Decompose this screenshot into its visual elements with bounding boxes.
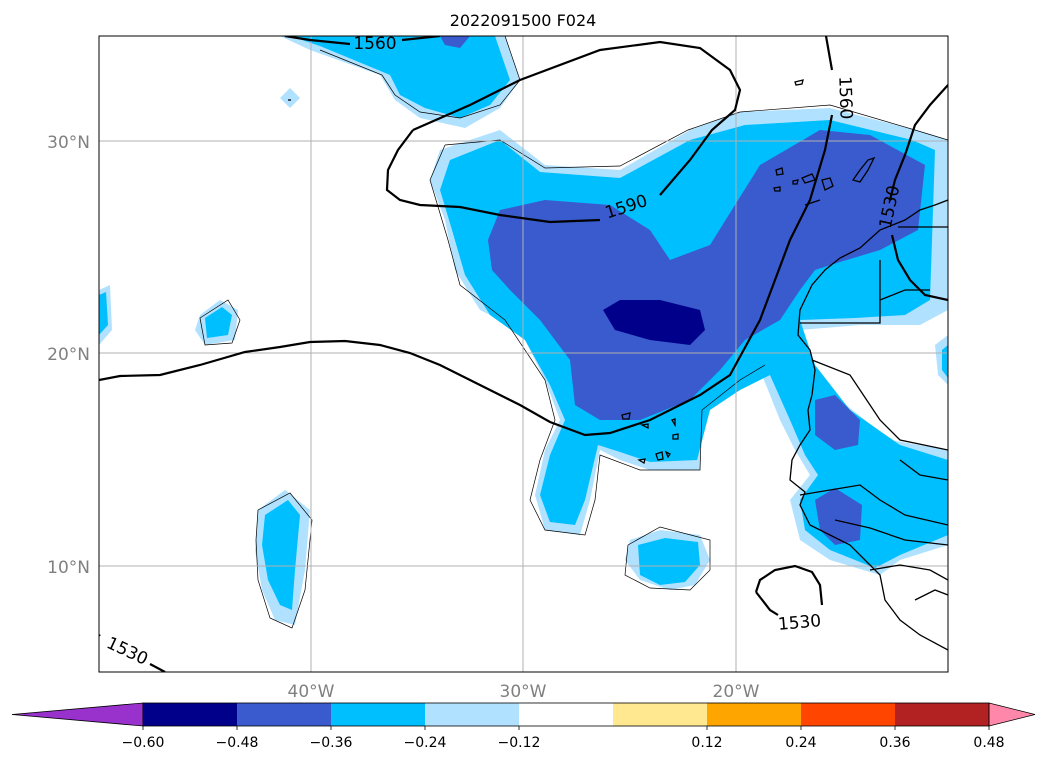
colorbar-bin bbox=[425, 703, 520, 726]
longitude-axis: 40°W 30°W 20°W bbox=[288, 682, 760, 702]
height-contours bbox=[99, 36, 948, 672]
colorbar-tick-label: −0.60 bbox=[122, 735, 165, 751]
colorbar-bin bbox=[707, 703, 802, 726]
contour-label-1530-bottom: 1530 bbox=[777, 611, 822, 635]
colorbar-tick-label: 0.24 bbox=[785, 735, 816, 751]
colorbar-bin bbox=[331, 703, 426, 726]
contour-label-1560-top: 1560 bbox=[353, 34, 396, 54]
shading-outlines bbox=[199, 36, 948, 629]
map-panel bbox=[99, 36, 948, 672]
colorbar-extend-over bbox=[988, 702, 1036, 727]
lat-tick-10n: 10°N bbox=[47, 558, 90, 578]
lon-tick-20w: 20°W bbox=[713, 682, 760, 702]
lon-tick-30w: 30°W bbox=[500, 682, 547, 702]
lon-tick-40w: 40°W bbox=[288, 682, 335, 702]
colorbar-extend-under bbox=[11, 702, 144, 727]
colorbar-bin bbox=[801, 703, 896, 726]
colorbar-tick-label: 0.12 bbox=[691, 735, 722, 751]
colorbar-tick-label: −0.12 bbox=[498, 735, 541, 751]
colorbar-tick-label: −0.36 bbox=[310, 735, 353, 751]
colorbar-bin bbox=[143, 703, 238, 726]
colorbar-bin bbox=[519, 703, 614, 726]
colorbar-frame bbox=[142, 702, 990, 727]
contour-label-1560-right: 1560 bbox=[834, 76, 855, 120]
shading-royal-blue bbox=[440, 36, 925, 545]
colorbar-tick-label: −0.24 bbox=[404, 735, 447, 751]
colorbar-tick-label: 0.36 bbox=[879, 735, 910, 751]
colorbar: −0.60 −0.48 −0.36 −0.24 −0.12 0.12 0.24 0.36 0.4… bbox=[11, 702, 1036, 751]
colorbar-tick-label: −0.48 bbox=[216, 735, 259, 751]
colorbar-tick-label: 0.48 bbox=[973, 735, 1004, 751]
colorbar-bin bbox=[237, 703, 332, 726]
figure-title: 2022091500 F024 bbox=[450, 11, 597, 30]
lat-tick-20n: 20°N bbox=[47, 345, 90, 365]
coastlines bbox=[288, 79, 948, 651]
shading-dark-blue bbox=[603, 300, 705, 345]
lat-tick-30n: 30°N bbox=[47, 133, 90, 153]
map-frame bbox=[98, 35, 949, 673]
colorbar-bin bbox=[895, 703, 990, 726]
colorbar-bin bbox=[613, 703, 708, 726]
latitude-axis: 30°N 20°N 10°N bbox=[47, 133, 90, 578]
